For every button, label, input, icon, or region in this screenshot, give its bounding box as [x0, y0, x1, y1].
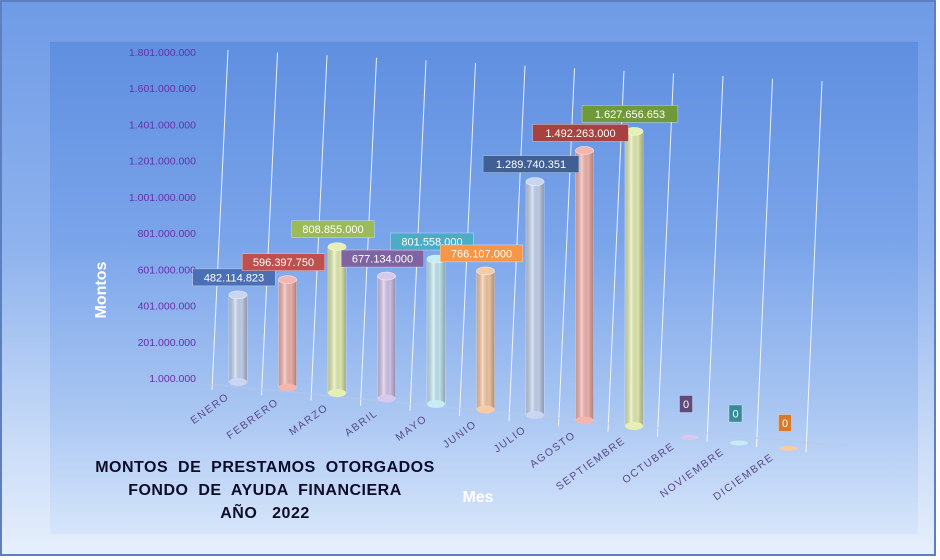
gridline: [805, 81, 823, 453]
svg-text:1.289.740.351: 1.289.740.351: [496, 159, 566, 171]
y-tick-label: 1.001.000.000: [129, 192, 196, 204]
chart-title: MONTOS DE PRESTAMOS OTORGADOS FONDO DE A…: [60, 456, 470, 525]
bar-octubre: [680, 435, 699, 440]
svg-text:0: 0: [683, 399, 689, 411]
data-label: 1.627.656.653: [581, 105, 679, 123]
svg-text:1.627.656.653: 1.627.656.653: [595, 109, 665, 121]
y-tick-label: 401.000.000: [138, 301, 197, 313]
data-label: 677.134.000: [340, 249, 425, 268]
x-tick-label: OCTUBRE: [620, 440, 677, 486]
bar-junio: [476, 266, 495, 414]
svg-text:766.107.000: 766.107.000: [451, 248, 512, 260]
x-axis-title: Mes: [462, 489, 493, 506]
gridline: [211, 49, 229, 391]
bar-marzo: [327, 242, 347, 397]
x-tick-label: ABRIL: [343, 407, 381, 439]
x-tick-label: AGOSTO: [528, 429, 579, 470]
data-label: 0: [679, 395, 693, 413]
y-tick-label: 801.000.000: [138, 228, 197, 240]
bar-abril: [377, 271, 396, 403]
data-label: 808.855.000: [291, 220, 375, 238]
chart-title-line-1: MONTOS DE PRESTAMOS OTORGADOS: [95, 459, 435, 476]
data-label: 596.397.750: [241, 253, 326, 271]
y-tick-label: 1.000.000: [149, 373, 196, 385]
data-label: 0: [778, 414, 792, 432]
svg-text:0: 0: [782, 418, 788, 430]
y-axis-title: Montos: [93, 261, 110, 318]
bar-julio: [525, 177, 545, 419]
bar-enero: [228, 290, 248, 386]
y-axis-ticks: 1.000.000 201.000.000 401.000.000 601.000.0…: [129, 47, 196, 385]
svg-text:596.397.750: 596.397.750: [253, 257, 314, 269]
svg-text:808.855.000: 808.855.000: [302, 224, 363, 236]
x-tick-label: JUNIO: [441, 418, 480, 451]
bar-agosto: [575, 146, 594, 425]
bar-mayo: [426, 254, 446, 408]
svg-text:677.134.000: 677.134.000: [352, 254, 413, 266]
x-tick-label: ENERO: [188, 391, 231, 427]
chart-title-line-2: FONDO DE AYUDA FINANCIERA: [128, 482, 402, 499]
data-label: 0: [728, 404, 743, 423]
data-label: 1.289.740.351: [482, 155, 580, 173]
data-label: 1.492.263.000: [532, 124, 629, 142]
gridline: [261, 52, 278, 396]
y-tick-label: 1.801.000.000: [129, 47, 196, 59]
data-label: 766.107.000: [439, 244, 524, 263]
y-tick-label: 1.401.000.000: [129, 119, 196, 131]
gridline: [508, 65, 526, 422]
chart-title-line-3: AÑO 2022: [220, 505, 310, 522]
bar-septiembre: [624, 127, 644, 430]
x-tick-label: FEBRERO: [225, 396, 282, 442]
bar-febrero: [278, 275, 297, 392]
gridline: [706, 75, 724, 443]
chart-floor: [200, 384, 848, 446]
x-tick-label: MAYO: [393, 413, 429, 444]
y-tick-label: 201.000.000: [138, 337, 197, 349]
gridline: [558, 68, 575, 427]
bar-noviembre: [730, 440, 748, 446]
floor-plane: [200, 384, 848, 446]
svg-text:482.114.823: 482.114.823: [204, 272, 264, 284]
gridline: [756, 78, 773, 448]
y-tick-label: 1.201.000.000: [129, 156, 196, 168]
x-tick-label: JULIO: [492, 424, 529, 456]
y-tick-label: 601.000.000: [138, 264, 197, 276]
gridline: [657, 73, 674, 437]
bar-diciembre: [779, 446, 798, 451]
svg-text:0: 0: [732, 409, 738, 421]
data-label: 482.114.823: [192, 268, 276, 287]
bars: [228, 127, 798, 451]
y-tick-label: 1.601.000.000: [129, 83, 196, 95]
x-tick-label: MARZO: [287, 402, 331, 438]
data-labels: 482.114.823 596.397.750 808.855.000 677.134…: [192, 105, 792, 432]
svg-text:1.492.263.000: 1.492.263.000: [545, 128, 615, 140]
